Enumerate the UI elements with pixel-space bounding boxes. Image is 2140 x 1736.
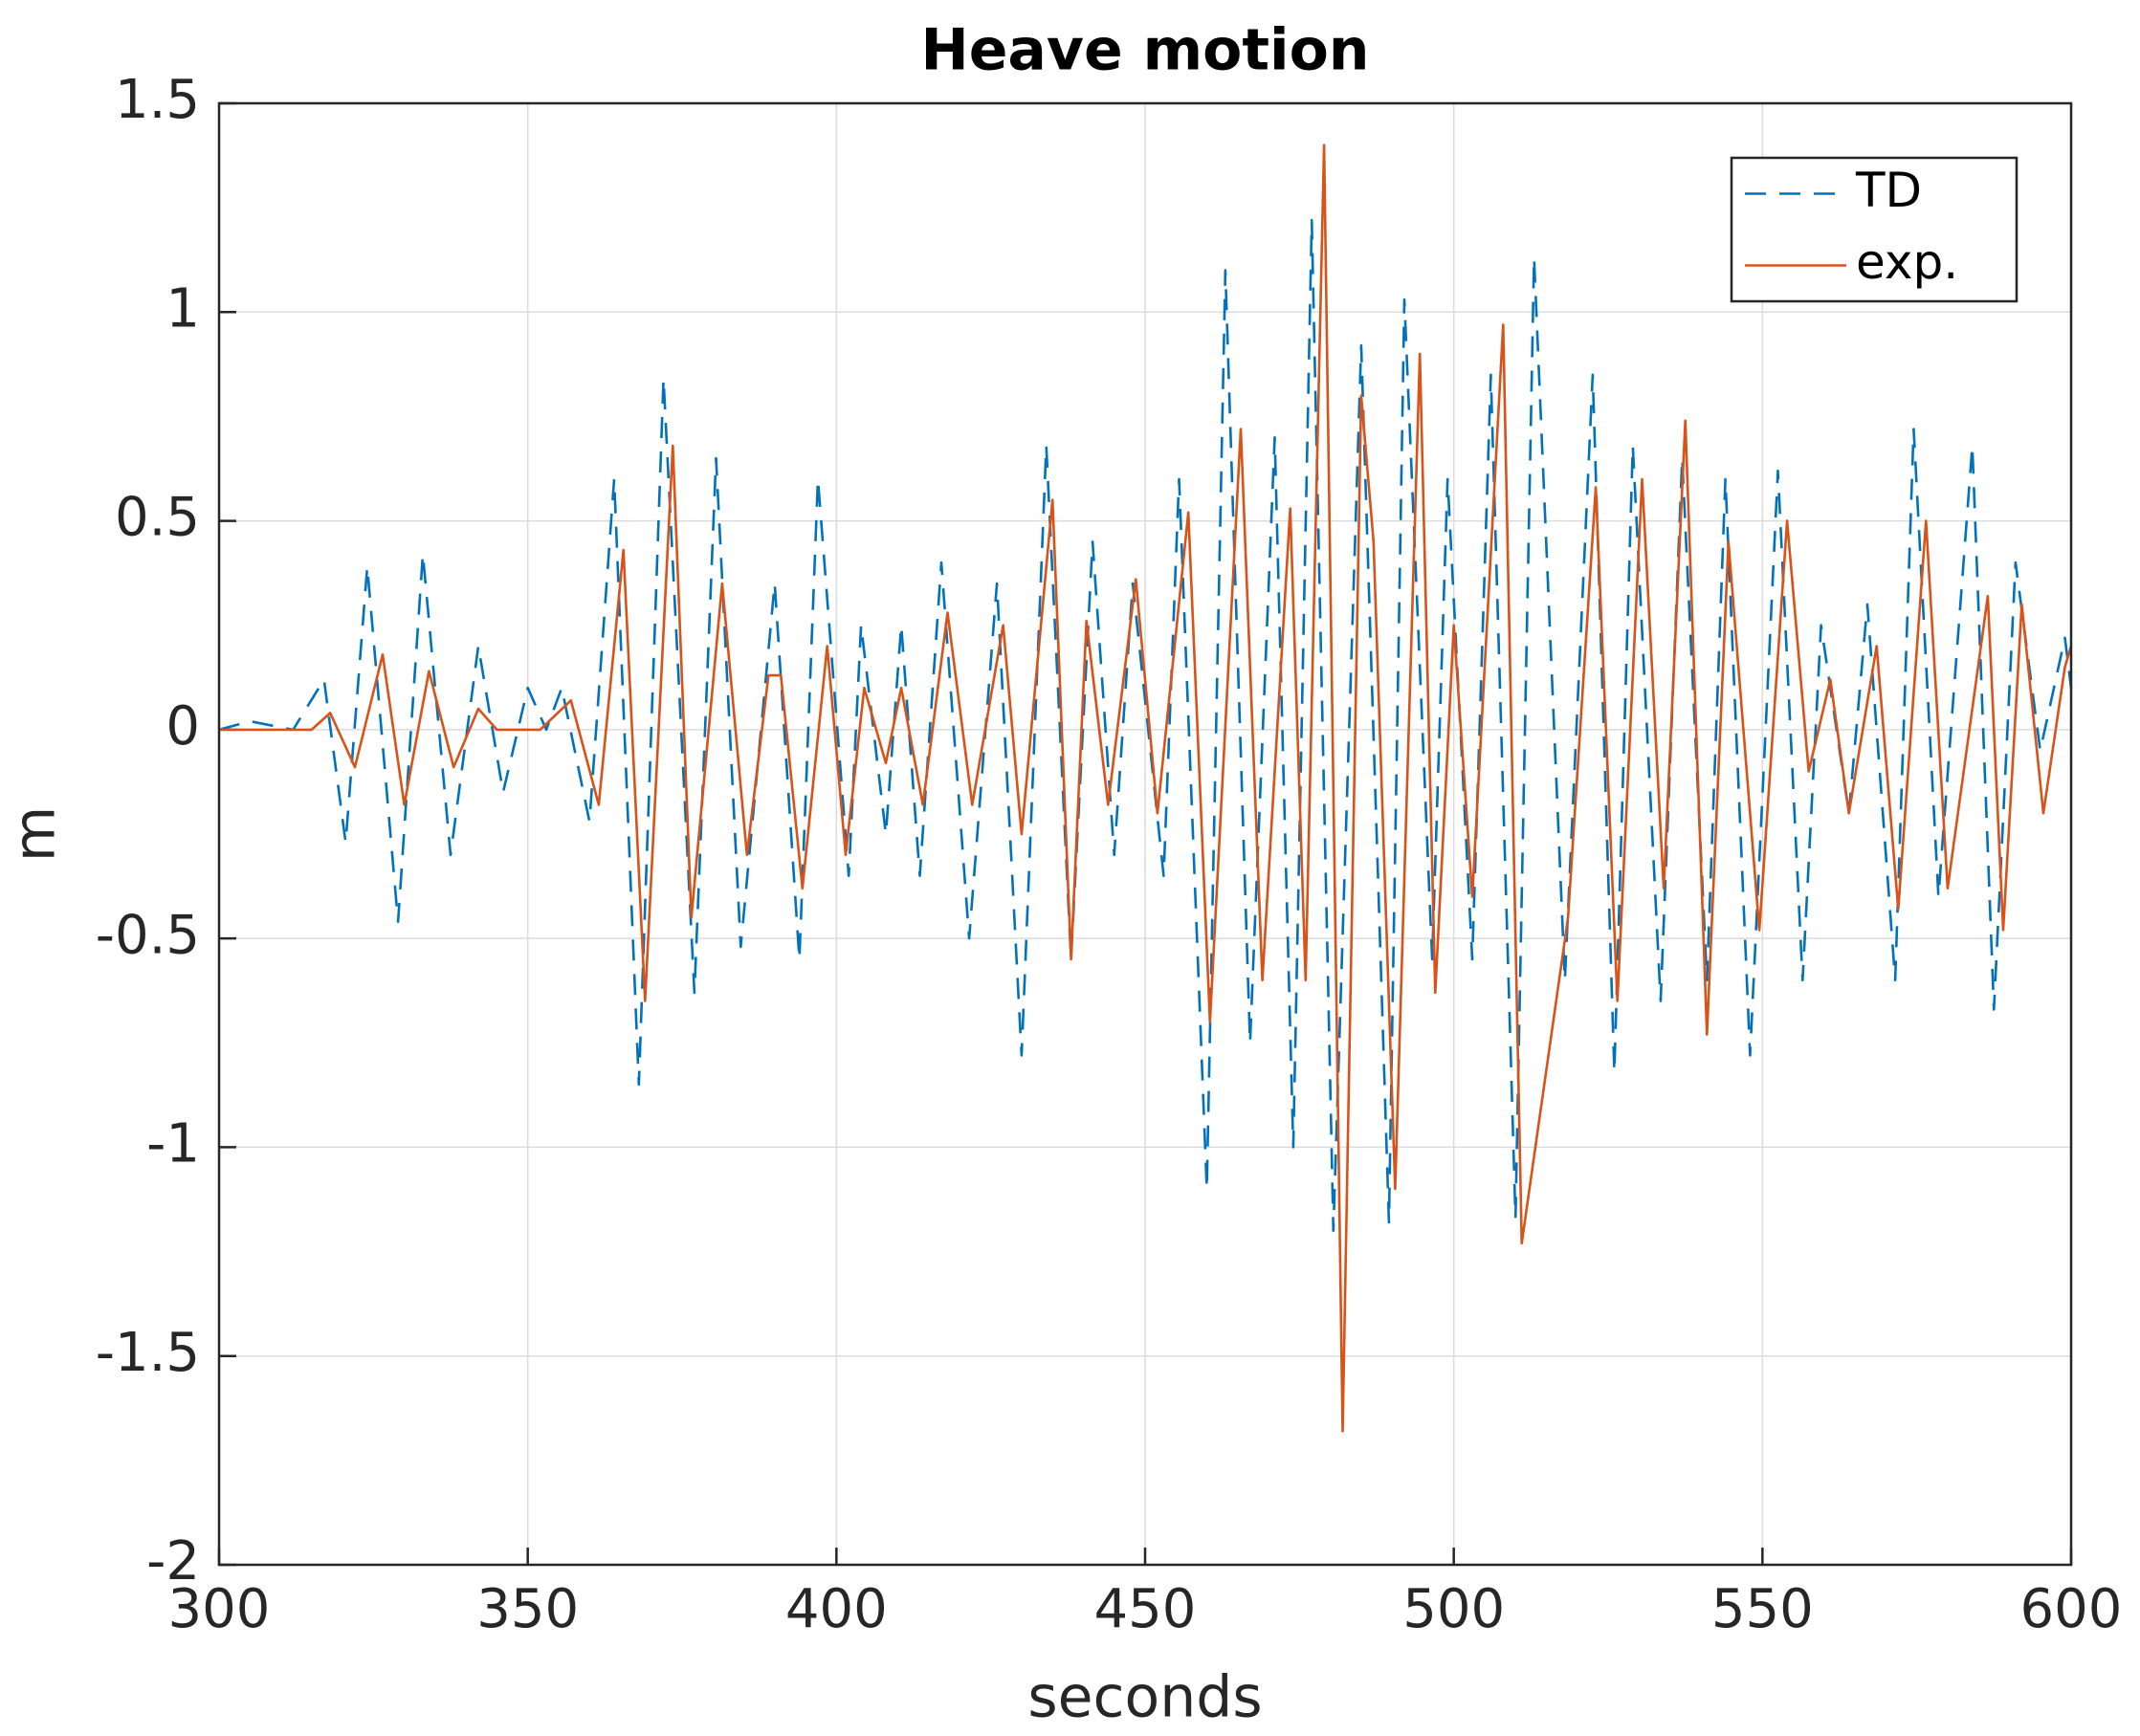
y-tick-label: -2 [146,1530,200,1593]
x-tick-label: 500 [1402,1578,1505,1640]
y-tick-label: -1.5 [96,1322,200,1384]
legend: TD exp. [1730,156,2019,303]
y-tick-label: -0.5 [96,904,200,966]
x-tick-label: 400 [785,1578,888,1640]
chart-title: Heave motion [920,17,1369,84]
x-tick-label: 600 [2020,1578,2123,1640]
legend-box [1730,156,2019,303]
y-tick-label: -1 [146,1113,200,1176]
y-tick-label: 0.5 [115,487,200,549]
x-axis-label: seconds [1027,1664,1262,1731]
x-tick-label: 300 [168,1578,271,1640]
legend-label: TD [1855,163,1922,218]
x-tick-label: 550 [1711,1578,1814,1640]
data-line [219,143,2073,1433]
axes-box [217,101,2073,1567]
y-tick-label: 1.5 [115,69,200,131]
x-tick-label: 450 [1094,1578,1197,1640]
y-tick-label: 1 [165,277,200,340]
legend-label: exp. [1856,234,1958,290]
y-tick-label: 0 [165,695,200,758]
x-tick-label: 350 [476,1578,579,1640]
y-axis-label: m [2,806,69,862]
data-line [218,218,2073,1232]
